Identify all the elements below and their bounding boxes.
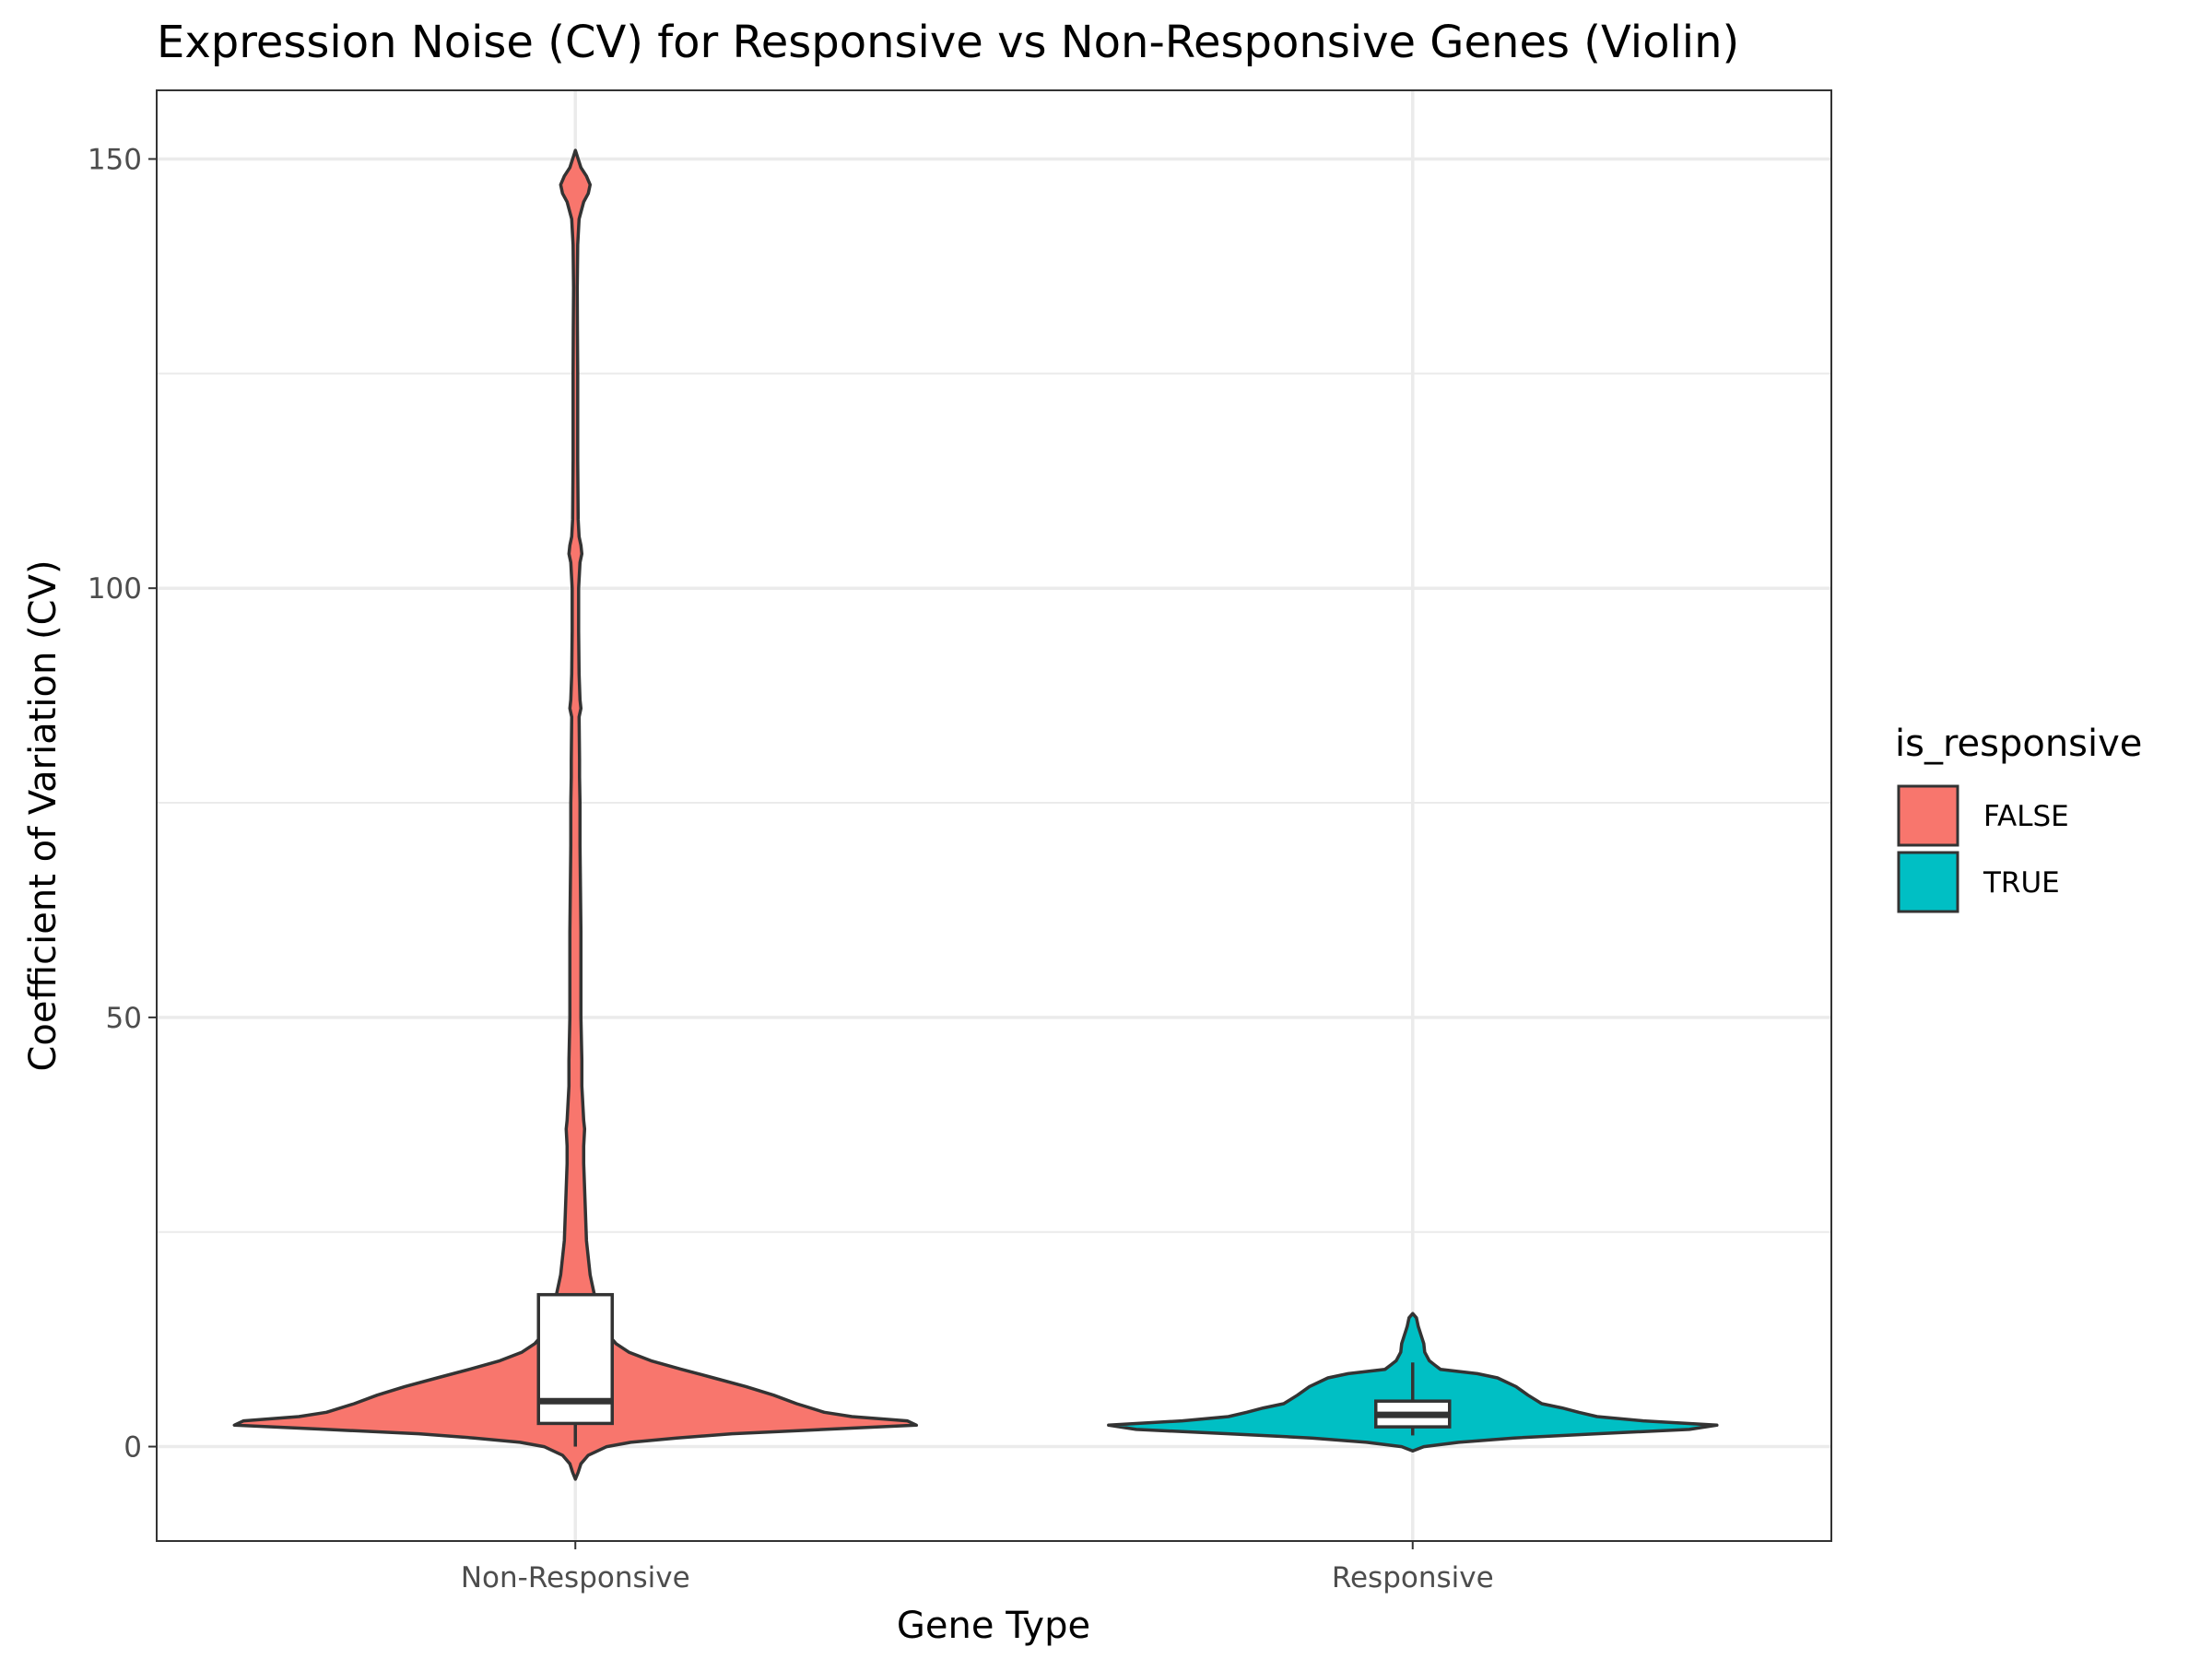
y-axis: 0 50 100 150 [88,144,157,1465]
boxplot-false [536,1292,614,1447]
legend: is_responsive FALSE TRUE [1895,723,2142,913]
y-axis-title: Coefficient of Variation (CV) [22,559,65,1071]
panel-background [157,90,1831,1541]
boxplot-true [1374,1362,1452,1436]
chart-title: Expression Noise (CV) for Responsive vs … [157,17,1739,68]
y-tick-label: 0 [124,1431,142,1465]
legend-label-true: TRUE [1983,866,2060,900]
x-tick-label: Non-Responsive [461,1561,690,1594]
x-tick-label: Responsive [1332,1561,1494,1594]
y-tick-label: 50 [106,1002,142,1035]
plot-panel [156,89,1832,1542]
x-axis-title: Gene Type [897,1605,1090,1647]
boxplots [536,1292,1452,1447]
legend-key-false [1897,784,1959,847]
y-tick-label: 100 [88,572,142,606]
y-tick-label: 150 [88,144,142,177]
panel-border [156,89,1832,1542]
legend-label-false: FALSE [1983,800,2069,833]
legend-title: is_responsive [1895,723,2142,765]
x-axis: Non-Responsive Responsive [461,1541,1494,1594]
legend-key-true [1897,851,1959,913]
